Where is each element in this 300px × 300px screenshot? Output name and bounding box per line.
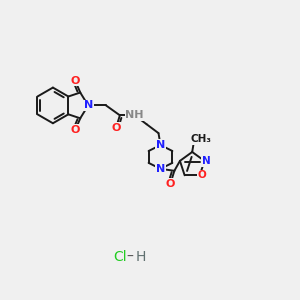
Text: O: O xyxy=(197,170,206,180)
Text: N: N xyxy=(202,156,211,166)
Text: O: O xyxy=(166,179,175,189)
Text: Cl: Cl xyxy=(113,250,127,264)
Text: N: N xyxy=(156,140,165,150)
Text: H: H xyxy=(136,250,146,264)
Text: CH₃: CH₃ xyxy=(190,134,212,144)
Text: N: N xyxy=(156,164,165,174)
Text: NH: NH xyxy=(125,110,144,120)
Text: O: O xyxy=(70,125,80,135)
Text: –: – xyxy=(127,250,134,264)
Text: N: N xyxy=(83,100,93,110)
Text: O: O xyxy=(111,123,121,133)
Text: O: O xyxy=(70,76,80,85)
